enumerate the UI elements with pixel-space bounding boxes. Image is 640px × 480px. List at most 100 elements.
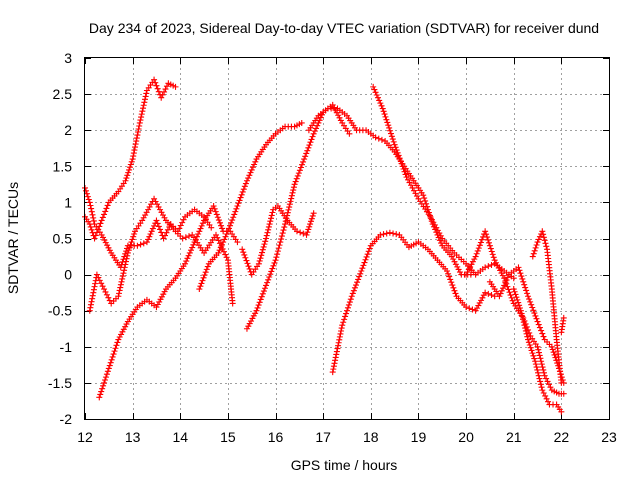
data-point	[530, 250, 537, 257]
data-point	[154, 85, 161, 92]
data-point	[377, 100, 384, 107]
data-point	[313, 125, 320, 132]
data-point	[552, 354, 559, 361]
data-point	[222, 233, 229, 240]
data-point	[124, 252, 131, 259]
data-point	[228, 219, 235, 226]
data-point	[164, 226, 171, 233]
data-point	[248, 318, 255, 325]
data-point	[104, 368, 111, 375]
x-tick-label: 21	[506, 429, 522, 445]
data-point	[183, 258, 190, 265]
data-point	[229, 300, 236, 307]
data-point	[524, 333, 531, 340]
data-point	[491, 257, 498, 264]
data-point	[201, 272, 208, 279]
data-point	[130, 153, 137, 160]
data-point	[306, 223, 313, 230]
x-axis-label: GPS time / hours	[291, 457, 398, 473]
y-tick-label: 0	[64, 267, 72, 283]
data-point	[530, 307, 537, 314]
data-point	[540, 333, 547, 340]
data-point	[560, 390, 567, 397]
data-point	[143, 239, 150, 246]
data-point	[98, 231, 105, 238]
data-point	[540, 369, 547, 376]
data-point	[500, 285, 507, 292]
data-point	[142, 93, 149, 100]
data-point	[255, 260, 262, 267]
data-point	[299, 161, 306, 168]
data-point	[448, 279, 455, 286]
data-point	[118, 331, 125, 338]
data-point	[249, 164, 256, 171]
data-point	[363, 253, 370, 260]
data-point	[157, 226, 164, 233]
x-tick-label: 12	[77, 429, 93, 445]
y-tick-label: -1.5	[48, 375, 72, 391]
data-point	[146, 233, 153, 240]
data-point	[393, 147, 400, 154]
data-point	[333, 348, 340, 355]
data-point	[126, 244, 133, 251]
data-point	[268, 212, 275, 219]
data-point	[337, 330, 344, 337]
data-point	[131, 147, 138, 154]
data-point	[529, 253, 536, 260]
data-point	[384, 119, 391, 126]
data-point	[126, 166, 133, 173]
data-point	[558, 408, 565, 415]
data-point	[232, 208, 239, 215]
series-arc-4	[96, 203, 241, 401]
data-point	[310, 130, 317, 137]
data-point	[152, 79, 159, 86]
data-point	[242, 254, 249, 261]
data-point	[105, 365, 112, 372]
data-point	[387, 127, 394, 134]
data-point	[253, 307, 260, 314]
data-point	[113, 342, 120, 349]
data-point	[180, 216, 187, 223]
data-point	[535, 321, 542, 328]
data-point	[210, 203, 217, 210]
data-point	[212, 208, 219, 215]
data-point	[542, 392, 549, 399]
data-point	[103, 205, 110, 212]
data-point	[355, 276, 362, 283]
data-point	[101, 379, 108, 386]
x-tick-label: 15	[220, 429, 236, 445]
data-point	[161, 288, 168, 295]
data-point	[454, 263, 461, 270]
data-point	[489, 251, 496, 258]
data-point	[148, 228, 155, 235]
data-point	[132, 141, 139, 148]
data-point	[264, 229, 271, 236]
data-point	[536, 352, 543, 359]
data-point	[240, 249, 247, 256]
data-point	[239, 188, 246, 195]
data-point	[265, 226, 272, 233]
data-point	[154, 201, 161, 208]
data-point	[340, 319, 347, 326]
data-point	[258, 293, 265, 300]
data-point	[130, 150, 137, 157]
data-point	[482, 264, 489, 271]
data-point	[485, 239, 492, 246]
data-point	[504, 283, 511, 290]
data-point	[102, 374, 109, 381]
data-point	[452, 290, 459, 297]
data-point	[505, 286, 512, 293]
data-point	[290, 184, 297, 191]
data-point	[125, 247, 132, 254]
data-point	[269, 265, 276, 272]
data-point	[338, 328, 345, 335]
data-point	[108, 356, 115, 363]
data-point	[263, 232, 270, 239]
data-point	[142, 212, 149, 219]
y-tick-label: 2	[64, 122, 72, 138]
data-point	[247, 169, 254, 176]
data-point	[374, 94, 381, 101]
data-point	[479, 294, 486, 301]
data-point	[310, 210, 317, 217]
data-point	[342, 313, 349, 320]
